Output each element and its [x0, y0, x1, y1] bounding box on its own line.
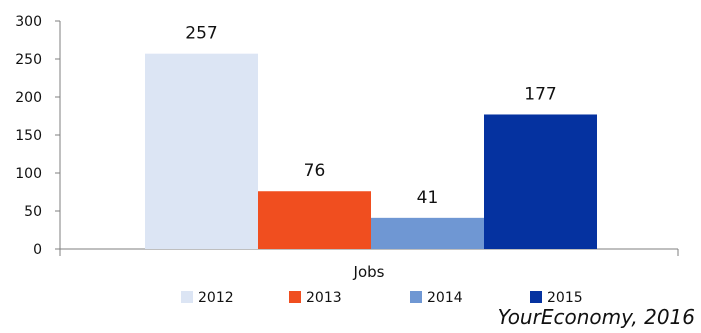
bar-2013 [258, 191, 371, 249]
x-category-label: Jobs [353, 263, 385, 281]
data-labels: 257 76 41 177 [185, 24, 556, 208]
y-tick-label: 0 [33, 242, 42, 258]
legend-swatch-2012 [181, 291, 193, 303]
legend-label-2013: 2013 [306, 290, 342, 306]
legend-swatch-2015 [530, 291, 542, 303]
bar-2012 [145, 53, 258, 250]
legend: 2012 2013 2014 2015 [181, 290, 583, 306]
data-label-2014: 41 [417, 188, 439, 208]
y-tick-label: 300 [15, 14, 42, 30]
bars [145, 53, 597, 250]
data-label-2013: 76 [304, 161, 326, 181]
y-tick-label: 100 [15, 166, 42, 182]
legend-label-2012: 2012 [198, 290, 234, 306]
y-tick-label: 200 [15, 90, 42, 106]
bar-2015 [484, 114, 597, 249]
legend-swatch-2013 [289, 291, 301, 303]
y-tick-label: 150 [15, 128, 42, 144]
y-tick-label: 50 [24, 204, 42, 220]
data-label-2015: 177 [524, 84, 556, 104]
bar-2014 [371, 217, 484, 249]
y-tick-label: 250 [15, 52, 42, 68]
legend-swatch-2014 [410, 291, 422, 303]
legend-label-2015: 2015 [547, 290, 583, 306]
source-note: YourEconomy, 2016 [497, 305, 695, 329]
data-label-2012: 257 [185, 24, 217, 44]
legend-label-2014: 2014 [427, 290, 463, 306]
